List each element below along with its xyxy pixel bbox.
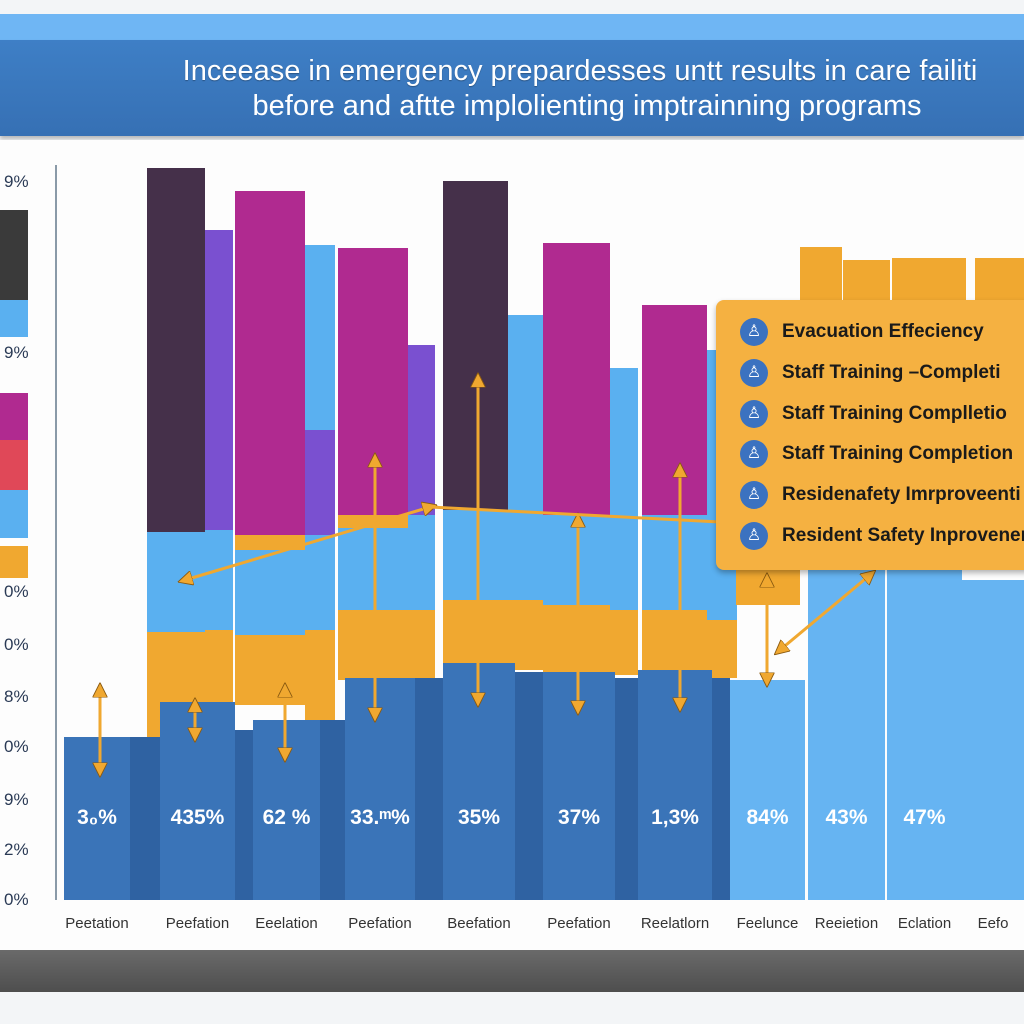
y-tick-label: 9% (4, 790, 29, 809)
x-tick-label: Beefation (447, 915, 511, 932)
person-icon: ♙ (740, 522, 768, 550)
y-tick-label: 9% (4, 172, 29, 191)
legend-label: Staff Training –Completi (782, 362, 1001, 383)
legend-item: ♙ Residenafety Imrproveenti (740, 481, 1021, 509)
stack-segment (408, 345, 435, 515)
data-label: 43% (825, 806, 868, 829)
y-tick-label: 0% (4, 635, 29, 654)
x-tick-label: Feelunce (736, 915, 799, 932)
stack-segment (508, 600, 543, 670)
bar-side (415, 678, 443, 900)
stack-segment (508, 315, 543, 600)
stack-segment (610, 368, 638, 610)
chart-title-line2: before and aftte implolienting imptrainn… (252, 90, 922, 122)
legend-item: ♙ Staff Training Completion (740, 440, 1013, 468)
legend-item: ♙ Staff Training Complletio (740, 400, 1007, 428)
legend-label: Resident Safety Inprovener (782, 525, 1024, 546)
data-label: 84% (746, 806, 789, 829)
stack-segment (305, 245, 335, 430)
bar-side (712, 678, 730, 900)
legend: ♙ Evacuation Effeciency ♙ Staff Training –… (716, 300, 1024, 570)
people-icon: ♙ (740, 440, 768, 468)
x-tick-label: Reelatlorn (640, 915, 710, 932)
bar-side (615, 678, 638, 900)
legend-label: Staff Training Completion (782, 443, 1014, 464)
x-tick-label: Peefation (348, 915, 412, 932)
stack-segment (843, 260, 890, 300)
person-icon: ♙ (740, 318, 768, 346)
stack-segment (305, 630, 335, 720)
y-tick-label: 0% (4, 737, 29, 756)
top-band (0, 14, 1024, 42)
person-icon: ♙ (740, 481, 768, 509)
stack-segment (235, 191, 305, 535)
y-tick-label: 8% (4, 687, 29, 706)
legend-item: ♙ Resident Safety Inprovener (740, 522, 1024, 550)
legend-label: Evacuation Effeciency (782, 321, 984, 342)
color-swatch (0, 546, 28, 578)
people-icon: ♙ (740, 400, 768, 428)
data-label: 62 % (262, 806, 311, 829)
stack-segment (892, 258, 932, 300)
x-tick-label: Eeelation (255, 915, 318, 932)
data-label: 37% (557, 806, 601, 829)
bar-side (130, 737, 160, 900)
legend-item: ♙ Evacuation Effeciency (740, 318, 984, 346)
y-tick-label: 0% (4, 582, 29, 601)
bar-side (235, 730, 253, 900)
stack-segment (235, 635, 305, 705)
arrow (185, 507, 430, 580)
x-tick-label: Peefation (165, 915, 230, 932)
trend-line (429, 505, 721, 524)
data-label: 33.ᵐ% (350, 806, 410, 829)
person-icon: ♙ (740, 359, 768, 387)
x-tick-label: Peefation (547, 915, 611, 932)
color-swatch (0, 440, 28, 490)
stack-segment (408, 610, 435, 680)
y-tick-label: 0% (4, 890, 29, 909)
arrow (780, 575, 870, 650)
y-tick-label: 2% (4, 840, 29, 859)
legend-label: Residenafety Imrproveenti (782, 484, 1021, 505)
title-banner (0, 40, 1024, 136)
stack-segment (147, 168, 205, 532)
legend-item: ♙ Staff Training –Completi (740, 359, 1001, 387)
stack-segment (707, 620, 737, 678)
data-label: 435% (170, 806, 225, 829)
stack-segment (975, 258, 1024, 300)
stack-segment (930, 258, 966, 300)
x-tick-label: Reeietion (814, 915, 879, 932)
y-tick-label: 9% (4, 343, 29, 362)
color-swatch (0, 210, 28, 300)
stack-segment (800, 247, 842, 300)
data-label: 47% (903, 806, 946, 829)
chart-title-line1: Inceease in emergency prepardesses untt … (182, 55, 978, 87)
data-label: 1,3% (651, 806, 699, 829)
x-tick-label: Eclation (897, 915, 952, 932)
data-label: 3₀% (77, 806, 117, 829)
color-swatch (0, 300, 28, 337)
stack-segment (543, 243, 610, 515)
x-tick-label: Eefo (977, 915, 1009, 932)
color-swatch (0, 490, 28, 538)
stack-segment (205, 230, 233, 530)
data-label: 35% (457, 806, 501, 829)
stack-segment (610, 610, 638, 675)
bar (730, 680, 805, 900)
bar-side (320, 720, 345, 900)
legend-label: Staff Training Complletio (782, 403, 1007, 424)
bar-side (515, 672, 543, 900)
bar (962, 580, 1024, 900)
color-swatch (0, 393, 28, 440)
bar (887, 560, 962, 900)
bottom-bar (0, 950, 1024, 992)
x-tick-label: Peetation (65, 915, 129, 932)
y-axis (55, 165, 57, 900)
